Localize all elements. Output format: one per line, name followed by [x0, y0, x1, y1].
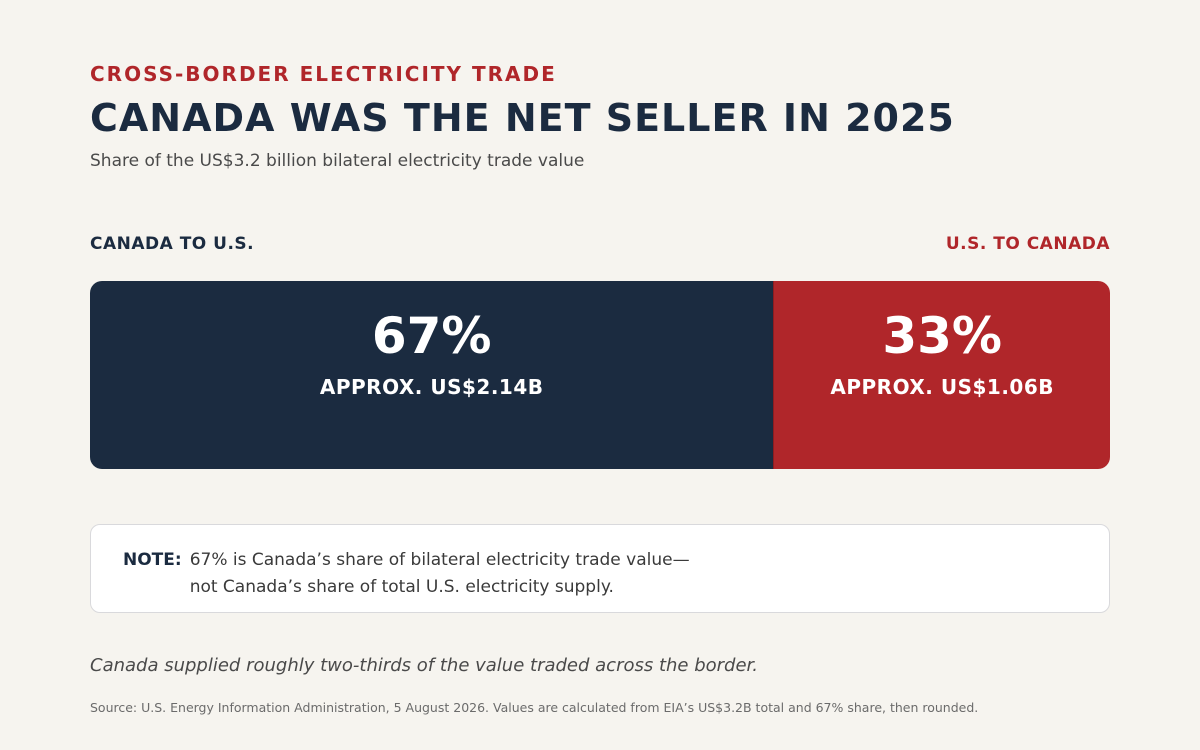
- share-bar: 67% APPROX. US$2.14B 33% APPROX. US$1.06…: [90, 281, 1110, 469]
- bar-segment-us-to-canada: 33% APPROX. US$1.06B: [773, 281, 1110, 469]
- kicker: CROSS-BORDER ELECTRICITY TRADE: [90, 62, 557, 86]
- us-share-percent: 33%: [882, 307, 1003, 365]
- note-line-1: 67% is Canada’s share of bilateral elect…: [189, 550, 690, 570]
- us-share-amount: APPROX. US$1.06B: [830, 375, 1054, 399]
- note-text: 67% is Canada’s share of bilateral elect…: [189, 547, 690, 597]
- page-title: CANADA WAS THE NET SELLER IN 2025: [90, 96, 955, 140]
- source-note: Source: U.S. Energy Information Administ…: [90, 700, 979, 715]
- label-us-to-canada: U.S. TO CANADA: [945, 234, 1110, 254]
- takeaway: Canada supplied roughly two-thirds of th…: [90, 655, 759, 676]
- label-canada-to-us: CANADA TO U.S.: [90, 234, 255, 254]
- canada-share-amount: APPROX. US$2.14B: [319, 375, 544, 399]
- note-box: NOTE: 67% is Canada’s share of bilateral…: [90, 524, 1110, 613]
- note-label: NOTE:: [123, 550, 182, 570]
- subtitle: Share of the US$3.2 billion bilateral el…: [90, 151, 585, 171]
- bar-segment-canada-to-us: 67% APPROX. US$2.14B: [90, 281, 774, 469]
- note-line-2: not Canada’s share of total U.S. electri…: [189, 577, 614, 597]
- canada-share-percent: 67%: [371, 307, 492, 365]
